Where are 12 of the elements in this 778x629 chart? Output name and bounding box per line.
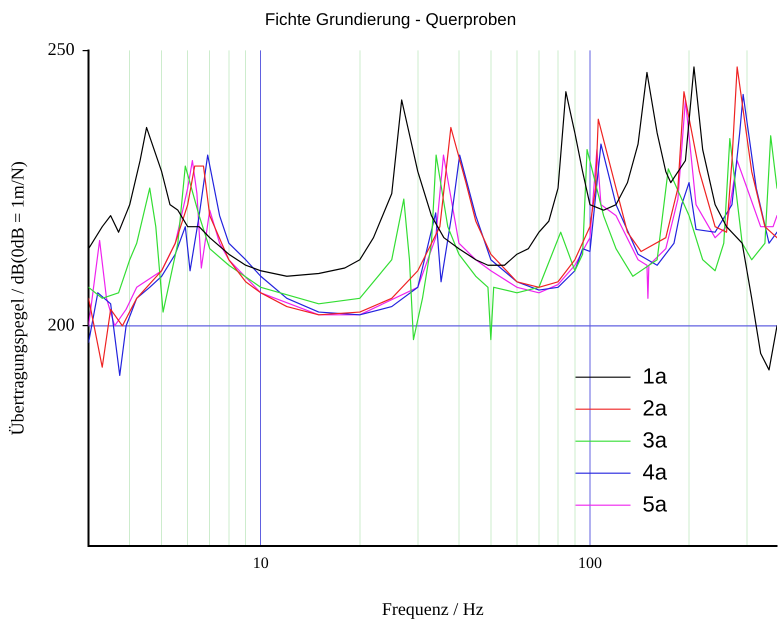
y-axis-title: Übertragungspegel / dB(0dB = 1m/N) <box>8 161 28 436</box>
chart-title: Fichte Grundierung - Querproben <box>264 10 516 29</box>
x-tick-label: 100 <box>578 555 602 572</box>
legend-label: 4a <box>642 459 668 484</box>
legend-label: 3a <box>642 427 668 452</box>
x-axis-title: Frequenz / Hz <box>382 598 484 619</box>
x-tick-label: 10 <box>252 555 269 572</box>
legend-label: 1a <box>642 363 668 388</box>
legend-label: 5a <box>642 491 668 516</box>
y-tick-label: 250 <box>48 39 75 60</box>
y-tick-label: 200 <box>48 314 75 335</box>
legend-label: 2a <box>642 395 668 420</box>
